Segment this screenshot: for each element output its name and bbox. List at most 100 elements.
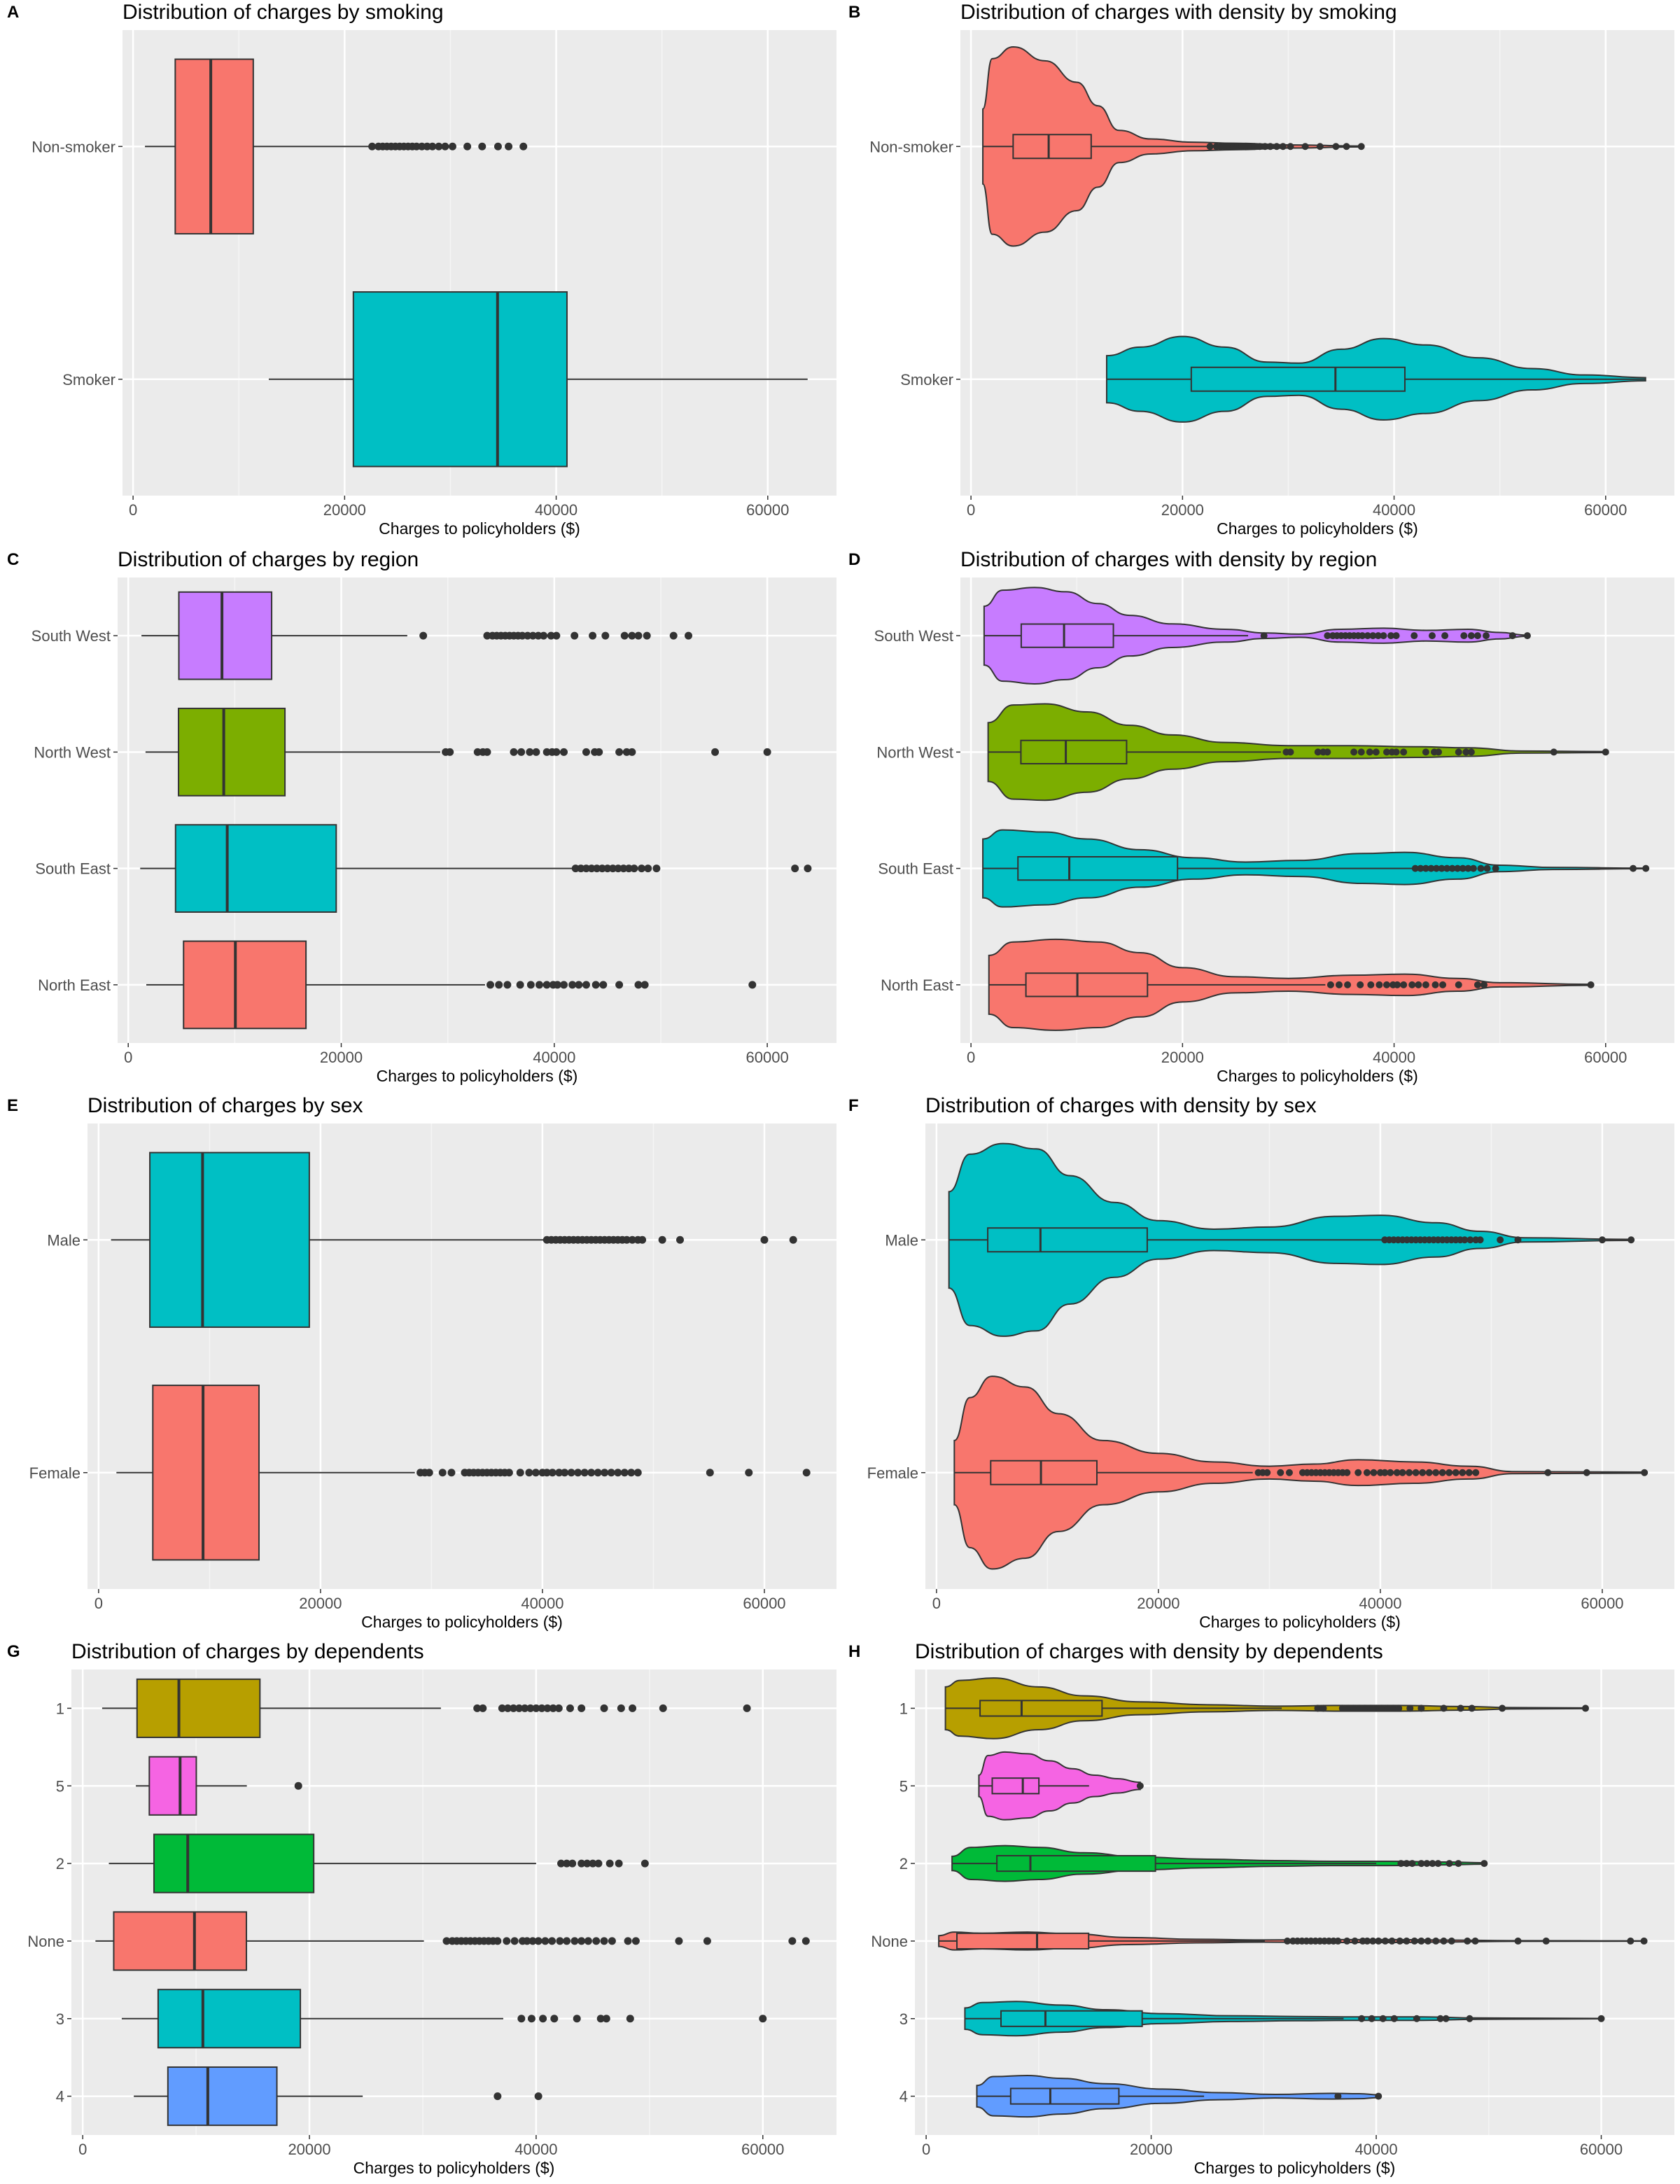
outlier-point: [630, 864, 638, 873]
outlier-point: [552, 631, 561, 640]
box-series-south-west: [178, 591, 273, 680]
outlier-point: [493, 1937, 502, 1945]
outlier-point: [552, 748, 561, 756]
outlier-point: [1387, 1469, 1394, 1476]
outlier-point: [1284, 1937, 1292, 1945]
panel-tag: G: [7, 1642, 20, 1661]
outlier-point: [607, 1469, 615, 1477]
outlier-point: [1448, 1937, 1455, 1945]
box-series-2: [996, 1855, 1156, 1872]
outlier-point: [580, 1469, 589, 1477]
outlier-point: [548, 1937, 556, 1945]
outlier-point: [515, 1704, 524, 1712]
outlier-point: [1440, 1704, 1448, 1712]
y-tick-label: 4: [56, 2088, 64, 2106]
outlier-point: [423, 142, 431, 150]
outlier-point: [1413, 2015, 1420, 2022]
outlier-point: [1279, 143, 1287, 150]
outlier-point: [1544, 1469, 1552, 1476]
x-tick-label: 20000: [320, 1049, 363, 1066]
outlier-point: [1335, 981, 1343, 988]
box-series-smoker: [1190, 366, 1406, 392]
panel-tag: B: [848, 3, 860, 22]
outlier-point: [1474, 632, 1481, 640]
outlier-point: [1438, 1469, 1446, 1476]
x-tick-label: 40000: [521, 1595, 564, 1612]
outlier-point: [419, 631, 428, 640]
outlier-point: [1418, 1937, 1425, 1945]
outlier-point: [518, 631, 526, 640]
box-series-3: [1000, 2010, 1143, 2027]
outlier-point: [1357, 143, 1365, 150]
outlier-point: [1483, 632, 1490, 640]
outlier-point: [587, 864, 596, 873]
outlier-point: [567, 1469, 575, 1477]
outlier-point: [1471, 1937, 1479, 1945]
outlier-point: [589, 1859, 597, 1868]
outlier-point: [1441, 632, 1449, 640]
outlier-point: [624, 864, 633, 873]
outlier-point: [447, 1469, 456, 1477]
y-tick-label: 1: [899, 1700, 908, 1717]
outlier-point: [1370, 1469, 1378, 1476]
outlier-point: [561, 1469, 569, 1477]
chart-title: Distribution of charges with density by …: [960, 548, 1377, 571]
outlier-point: [478, 142, 486, 150]
outlier-point: [503, 981, 512, 989]
box-series-5: [148, 1756, 197, 1816]
outlier-point: [521, 1704, 529, 1712]
outlier-point: [578, 1937, 586, 1945]
outlier-point: [1338, 1704, 1346, 1712]
outlier-point: [1390, 2015, 1398, 2022]
outlier-point: [534, 631, 542, 640]
outlier-point: [594, 1469, 602, 1477]
outlier-point: [547, 631, 555, 640]
y-tick-label: South West: [874, 627, 953, 645]
panel-tag: E: [7, 1096, 18, 1115]
outlier-point: [1446, 1469, 1453, 1476]
outlier-point: [652, 864, 661, 873]
chart-title: Distribution of charges by region: [118, 548, 419, 571]
outlier-point: [526, 1704, 535, 1712]
outlier-point: [1314, 1704, 1322, 1712]
outlier-point: [442, 1937, 451, 1945]
box-series-1: [979, 1700, 1103, 1717]
outlier-point: [1476, 1236, 1484, 1244]
outlier-point: [505, 1469, 513, 1477]
x-tick-label: 0: [124, 1049, 132, 1066]
outlier-point: [294, 1782, 302, 1790]
outlier-point: [517, 748, 526, 756]
box-series-male: [149, 1152, 310, 1328]
x-tick-label: 20000: [1130, 2141, 1172, 2158]
chart-title: Distribution of charges by sex: [88, 1094, 363, 1117]
x-tick-label: 0: [967, 501, 975, 519]
x-tick-label: 40000: [533, 1049, 575, 1066]
outlier-point: [1285, 1469, 1293, 1476]
x-tick-label: 20000: [299, 1595, 342, 1612]
outlier-point: [1480, 1860, 1488, 1868]
outlier-point: [631, 1937, 640, 1945]
outlier-point: [1457, 1704, 1464, 1712]
outlier-point: [1343, 1937, 1351, 1945]
outlier-point: [1266, 143, 1274, 150]
outlier-point: [524, 631, 532, 640]
outlier-point: [1497, 1236, 1504, 1244]
panel-tag: A: [7, 3, 19, 22]
outlier-point: [1598, 1236, 1606, 1244]
outlier-point: [1395, 1704, 1403, 1712]
outlier-point: [711, 748, 720, 756]
outlier-point: [703, 1937, 711, 1945]
outlier-point: [1375, 1937, 1382, 1945]
y-tick-label: 2: [899, 1855, 908, 1872]
box-series-non-smoker: [1012, 134, 1092, 160]
x-axis-label: Charges to policyholders ($): [1194, 2159, 1396, 2177]
outlier-point: [534, 2092, 542, 2101]
outlier-point: [446, 748, 454, 756]
outlier-point: [563, 1859, 571, 1868]
box-series-1: [136, 1678, 261, 1738]
outlier-point: [622, 748, 631, 756]
outlier-point: [634, 1469, 642, 1477]
outlier-point: [1399, 1469, 1406, 1476]
outlier-point: [1423, 1860, 1431, 1868]
outlier-point: [570, 631, 579, 640]
